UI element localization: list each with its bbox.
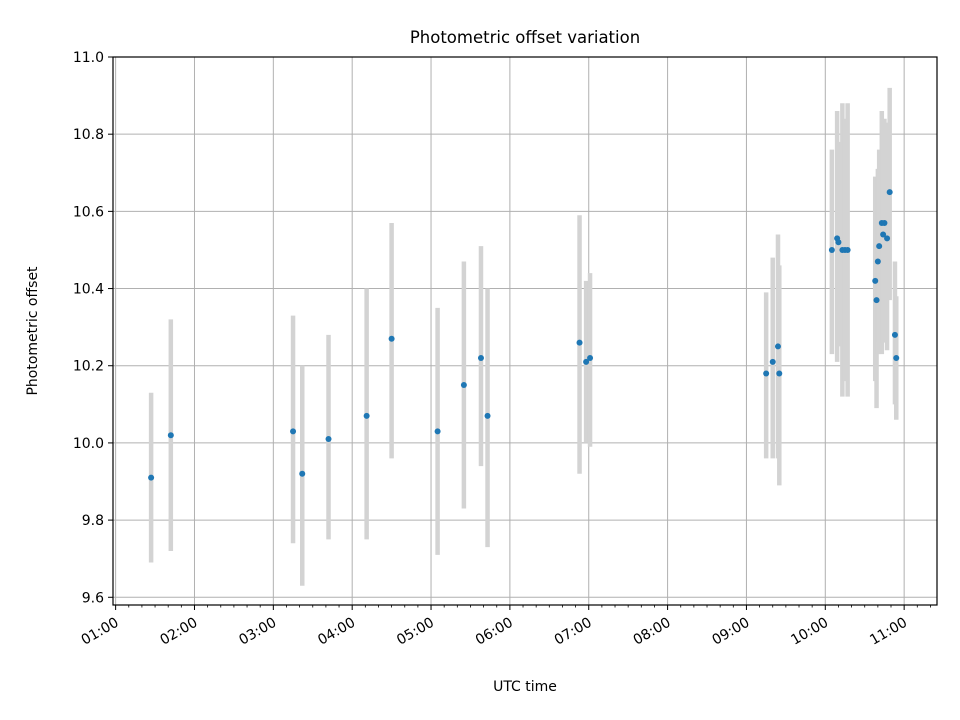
data-point	[460, 382, 467, 389]
data-points	[148, 189, 900, 481]
data-point	[325, 436, 332, 443]
x-minor-ticks	[128, 605, 931, 608]
data-point	[484, 412, 491, 419]
data-point	[763, 370, 770, 377]
data-point	[363, 412, 370, 419]
x-axis-label: UTC time	[493, 679, 557, 695]
data-point	[874, 258, 881, 265]
data-point	[873, 297, 880, 304]
data-point	[828, 246, 835, 253]
y-axis: 9.6 9.8 10.0 10.2 10.4 10.6 10.8 11.0	[73, 50, 113, 606]
data-point	[587, 355, 594, 362]
y-tick-label: 10.0	[73, 436, 104, 452]
data-point	[891, 331, 898, 338]
data-point	[835, 239, 842, 246]
data-point	[434, 428, 441, 435]
data-point	[477, 355, 484, 362]
y-tick-label: 10.8	[73, 127, 104, 143]
data-point	[886, 189, 893, 196]
chart-title: Photometric offset variation	[410, 28, 640, 47]
data-point	[884, 235, 891, 242]
data-point	[290, 428, 297, 435]
plot-frame	[112, 56, 938, 606]
data-point	[776, 370, 783, 377]
data-point	[774, 343, 781, 350]
data-point	[872, 277, 879, 284]
y-tick-label: 9.8	[82, 513, 104, 529]
data-point	[148, 474, 155, 481]
data-point	[844, 246, 851, 253]
data-point	[388, 335, 395, 342]
data-point	[167, 432, 174, 439]
y-axis-label: Photometric offset	[25, 266, 41, 396]
y-tick-label: 10.2	[73, 359, 104, 375]
data-point	[880, 231, 887, 238]
y-tick-label: 10.6	[73, 204, 104, 220]
data-point	[893, 355, 900, 362]
data-point	[881, 219, 888, 226]
y-tick-label: 11.0	[73, 50, 104, 66]
data-point	[299, 470, 306, 477]
y-tick-label: 10.4	[73, 282, 104, 298]
y-tick-label: 9.6	[82, 590, 104, 606]
data-point	[769, 358, 776, 365]
data-point	[576, 339, 583, 346]
data-point	[583, 358, 590, 365]
data-point	[876, 243, 883, 250]
plot-area	[113, 57, 937, 605]
